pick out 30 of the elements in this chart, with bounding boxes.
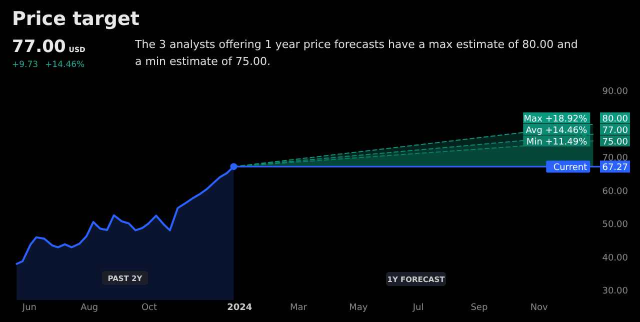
annotation: 67.27	[602, 163, 628, 174]
x-tick-label: Oct	[141, 303, 158, 313]
data-label: 77.00	[602, 126, 628, 136]
data-label: 80.00	[602, 114, 628, 124]
text: +14.46%	[45, 60, 85, 70]
y-tick-label: 40.00	[602, 253, 628, 264]
annotation: +18.92%	[545, 114, 588, 124]
text: +9.73	[12, 60, 38, 70]
series-label: Max	[524, 114, 542, 124]
x-tick-label: Jun	[21, 303, 36, 313]
x-tick-label: Nov	[530, 303, 549, 313]
x-tick-label: May	[349, 303, 368, 313]
x-tick-label: 2024	[227, 303, 252, 313]
text: The 3 analysts offering 1 year price forecasts have a max estimate of 80.00 and a min estimate of 75.00.	[134, 38, 578, 68]
x-tick-label: Jul	[412, 303, 424, 313]
annotation: +11.49%	[545, 137, 588, 148]
series-label: Avg	[526, 126, 542, 136]
ref-line-label: Current	[553, 163, 588, 174]
y-tick-label: 60.00	[602, 186, 628, 197]
x-tick-label: Sep	[470, 303, 488, 313]
annotation: +14.46%	[545, 126, 588, 136]
x-tick-label: Mar	[290, 303, 308, 313]
y-tick-label: 50.00	[602, 220, 628, 230]
x-tick-label: Aug	[80, 303, 98, 313]
series-label: Min	[526, 137, 542, 148]
chart-title: Price target	[12, 8, 140, 30]
data-label: 75.00	[602, 137, 628, 148]
chart-subtitle: 77.00	[12, 37, 66, 57]
y-tick-label: 90.00	[602, 87, 628, 97]
y-tick-label: 30.00	[602, 286, 628, 296]
